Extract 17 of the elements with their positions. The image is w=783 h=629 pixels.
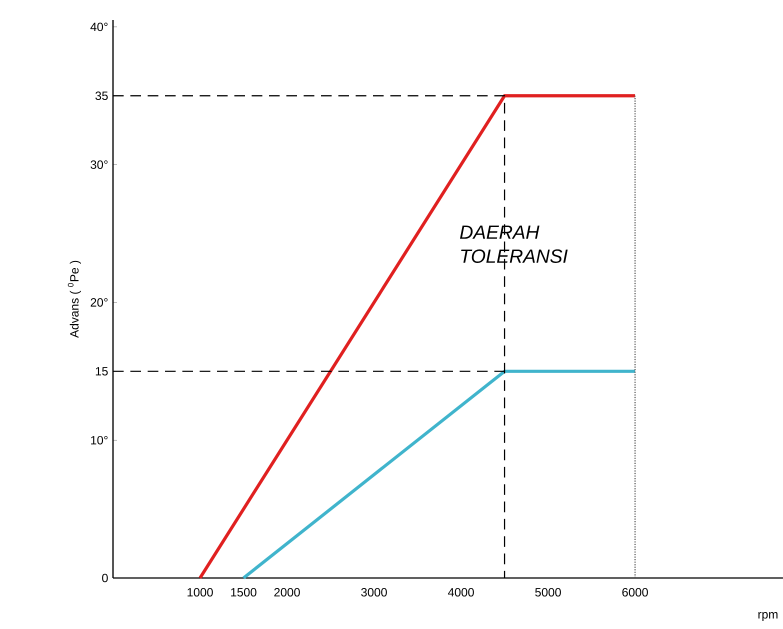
y-tick-label: 10°	[91, 436, 108, 444]
y-tick-label: 15	[96, 367, 108, 376]
x-tick-label: 6000	[622, 588, 648, 597]
x-tick-label: 1500	[231, 588, 256, 597]
x-tick-label: 4000	[448, 588, 474, 597]
x-tick-label: 2000	[274, 588, 300, 597]
x-tick-label: 3000	[361, 588, 387, 597]
y-tick-label: 0	[102, 574, 108, 582]
y-tick-label: 20°	[90, 298, 108, 307]
x-axis-title: rpm	[758, 612, 778, 621]
y-tick-label: 30°	[90, 160, 108, 169]
y-tick-label: 35	[95, 92, 108, 100]
y-axis-title: Advans ( $^{0}$Pe )	[68, 260, 81, 338]
y-tick-label: 40°	[90, 22, 108, 32]
x-tick-label: 1000	[188, 588, 213, 597]
x-tick-label: 5000	[535, 588, 561, 597]
annotation: DAERAH TOLERANSI	[460, 226, 568, 263]
